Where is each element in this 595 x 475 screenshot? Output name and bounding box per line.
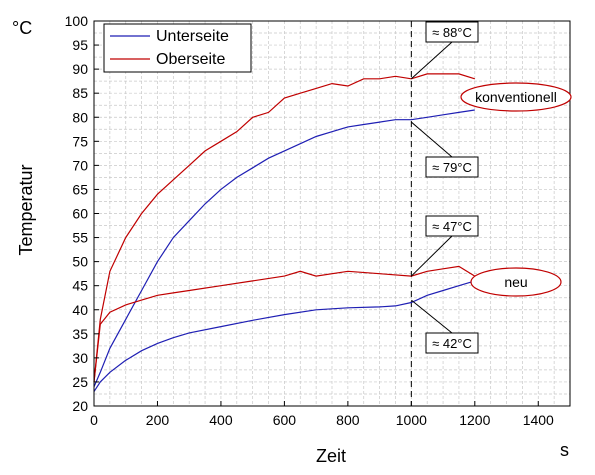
y-tick-label: 55 <box>72 230 88 246</box>
x-tick-label: 0 <box>90 412 98 428</box>
y-tick-label: 75 <box>72 133 88 149</box>
y-axis: 20 25 30 35 40 45 50 55 60 65 70 75 80 85 90 95 100 <box>65 13 99 414</box>
annotation-box <box>425 156 479 178</box>
y-tick-label: 70 <box>72 157 88 173</box>
y-unit-label: °C <box>12 18 32 38</box>
annotation-callout: ≈ 42°C <box>411 299 479 354</box>
group-label-neu: neu <box>470 267 562 297</box>
x-tick-label: 600 <box>273 412 297 428</box>
legend-box <box>103 23 252 73</box>
x-tick-label: 200 <box>146 412 170 428</box>
series-line-konventionell-oberseite <box>93 73 475 382</box>
series-line-neu-oberseite <box>93 265 476 382</box>
annotation-box <box>425 332 479 354</box>
y-tick-label: 90 <box>72 61 88 77</box>
group-label-konventionell: konventionell <box>460 82 572 112</box>
x-tick-label: 400 <box>209 412 233 428</box>
x-axis-title: Zeit <box>316 446 346 466</box>
annotation-callout: ≈ 47°C <box>410 215 479 277</box>
y-tick-label: 45 <box>72 278 88 294</box>
annotation-label: ≈ 47°C <box>432 219 472 234</box>
annotation-leader <box>410 41 453 80</box>
annotation-leader <box>411 121 453 158</box>
y-tick-label: 80 <box>72 109 88 125</box>
svg-text:neu: neu <box>504 274 527 290</box>
y-tick-label: 25 <box>72 374 88 390</box>
series-lines <box>93 73 476 392</box>
y-tick-label: 95 <box>72 37 88 53</box>
y-tick-label: 50 <box>72 254 88 270</box>
y-tick-label: 30 <box>72 350 88 366</box>
grid <box>93 20 571 407</box>
series-line-konventionell-unterseite <box>93 109 475 388</box>
y-axis-title: Temperatur <box>16 164 36 255</box>
y-tick-label: 40 <box>72 302 88 318</box>
annotation-label: ≈ 42°C <box>432 336 472 351</box>
x-tick-label: 800 <box>336 412 360 428</box>
annotation-callout: ≈ 79°C <box>411 121 479 178</box>
annotations: ≈ 88°C ≈ 79°C ≈ 47°C ≈ 42°C <box>410 21 479 354</box>
x-axis: 0 200 400 600 800 1000 1200 1400 <box>90 401 554 428</box>
x-unit-label: s <box>560 440 569 460</box>
annotation-leader <box>410 235 453 277</box>
annotation-callout: ≈ 88°C <box>410 21 479 80</box>
series-line-neu-unterseite <box>93 280 475 392</box>
x-tick-label: 1200 <box>459 412 490 428</box>
annotation-label: ≈ 79°C <box>432 160 472 175</box>
svg-text:konventionell: konventionell <box>475 89 557 105</box>
y-tick-label: 20 <box>72 398 88 414</box>
annotation-leader <box>411 299 453 334</box>
y-tick-label: 100 <box>65 13 89 29</box>
y-tick-label: 60 <box>72 206 88 222</box>
x-tick-label: 1000 <box>396 412 427 428</box>
legend-label-oberseite: Oberseite <box>156 51 225 68</box>
legend-label-unterseite: Unterseite <box>156 28 229 45</box>
x-tick-label: 1400 <box>523 412 554 428</box>
annotation-label: ≈ 88°C <box>432 25 472 40</box>
y-tick-label: 35 <box>72 326 88 342</box>
y-tick-label: 65 <box>72 181 88 197</box>
annotation-box <box>425 21 479 43</box>
y-tick-label: 85 <box>72 85 88 101</box>
legend: Unterseite Oberseite <box>103 23 252 73</box>
annotation-box <box>425 215 479 237</box>
